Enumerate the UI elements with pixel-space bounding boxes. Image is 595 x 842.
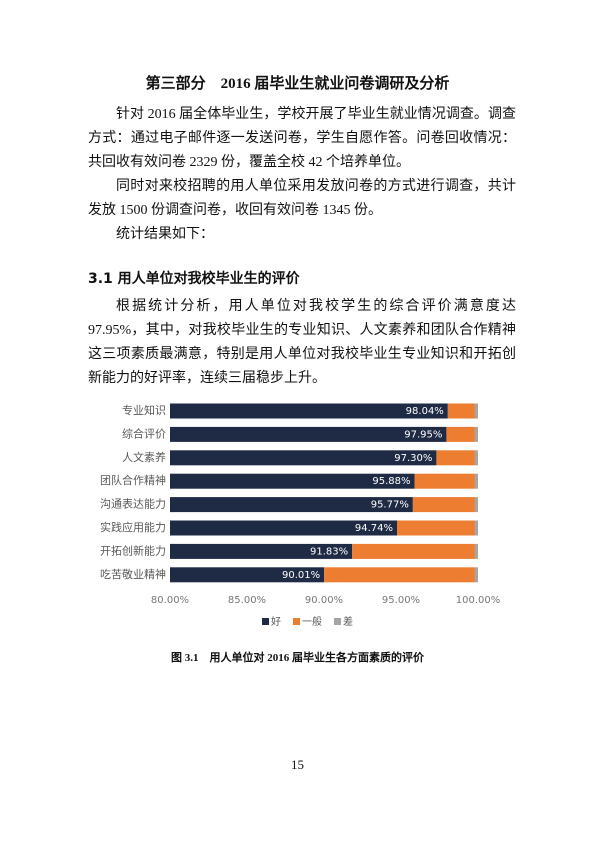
data-label: 90.01% bbox=[282, 570, 320, 581]
section-heading: 3.1 用人单位对我校毕业生的评价 bbox=[88, 271, 300, 287]
x-tick-label: 95.00% bbox=[382, 595, 420, 606]
bar-segment bbox=[170, 567, 325, 583]
paragraph: 针对 2016 届全体毕业生，学校开展了毕业生就业情况调查。调查方式：通过电子邮… bbox=[88, 107, 516, 170]
y-tick-label: 人文素养 bbox=[122, 450, 166, 464]
legend-swatch bbox=[293, 618, 300, 625]
bar-segment bbox=[474, 520, 478, 536]
page-number: 15 bbox=[291, 757, 304, 772]
data-label: 95.77% bbox=[371, 500, 409, 511]
data-label: 97.95% bbox=[404, 429, 442, 440]
bar-segment bbox=[396, 520, 475, 536]
data-label: 91.83% bbox=[310, 546, 348, 557]
bar-segment bbox=[170, 403, 448, 419]
legend-swatch bbox=[262, 618, 269, 625]
y-tick-label: 专业知识 bbox=[122, 403, 166, 417]
legend-label: 差 bbox=[343, 615, 353, 628]
y-tick-label: 开拓创新能力 bbox=[100, 543, 166, 557]
x-tick-label: 90.00% bbox=[305, 595, 343, 606]
bar-segment bbox=[352, 543, 475, 559]
data-label: 94.74% bbox=[355, 523, 393, 534]
bar-segment bbox=[474, 543, 478, 559]
bar-segment bbox=[474, 497, 478, 513]
bar-segment bbox=[446, 426, 475, 442]
bar-segment bbox=[474, 450, 478, 466]
x-tick-label: 100.00% bbox=[456, 595, 501, 606]
bar-segment bbox=[414, 473, 475, 489]
bar-segment bbox=[170, 497, 413, 513]
bar-segment bbox=[324, 567, 475, 583]
data-label: 98.04% bbox=[406, 406, 444, 417]
y-tick-label: 综合评价 bbox=[122, 426, 166, 440]
x-tick-label: 85.00% bbox=[228, 595, 266, 606]
bar-segment bbox=[412, 497, 475, 513]
page-title: 第三部分 2016 届毕业生就业问卷调研及分析 bbox=[145, 76, 450, 92]
y-tick-label: 沟通表达能力 bbox=[100, 497, 166, 511]
bar-segment bbox=[170, 426, 447, 442]
legend-label: 一般 bbox=[302, 615, 322, 628]
paragraph: 同时对来校招聘的用人单位采用发放问卷的方式进行调查，共计发放 1500 份调查问… bbox=[88, 179, 516, 218]
bar-segment bbox=[436, 450, 475, 466]
bar-segment bbox=[474, 403, 478, 419]
bar-segment bbox=[474, 473, 478, 489]
y-tick-label: 吃苦敬业精神 bbox=[100, 567, 166, 581]
bar-segment bbox=[170, 473, 415, 489]
legend-label: 好 bbox=[271, 616, 281, 628]
x-tick-label: 80.00% bbox=[151, 595, 189, 606]
bar-segment bbox=[474, 567, 478, 583]
data-label: 95.88% bbox=[372, 476, 410, 487]
paragraph: 根据统计分析，用人单位对我校学生的综合评价满意度达 97.95%，其中，对我校毕… bbox=[88, 299, 516, 386]
data-label: 97.30% bbox=[394, 453, 432, 464]
figure-caption: 图 3.1 用人单位对 2016 届毕业生各方面素质的评价 bbox=[171, 652, 424, 664]
bar-segment bbox=[170, 543, 353, 559]
paragraph: 统计结果如下： bbox=[116, 227, 214, 242]
legend-swatch bbox=[334, 618, 341, 625]
bar-segment bbox=[474, 426, 478, 442]
bar-segment bbox=[447, 403, 475, 419]
y-tick-label: 实践应用能力 bbox=[100, 520, 166, 534]
bar-segment bbox=[170, 450, 437, 466]
bar-segment bbox=[170, 520, 397, 536]
y-tick-label: 团队合作精神 bbox=[100, 473, 166, 487]
